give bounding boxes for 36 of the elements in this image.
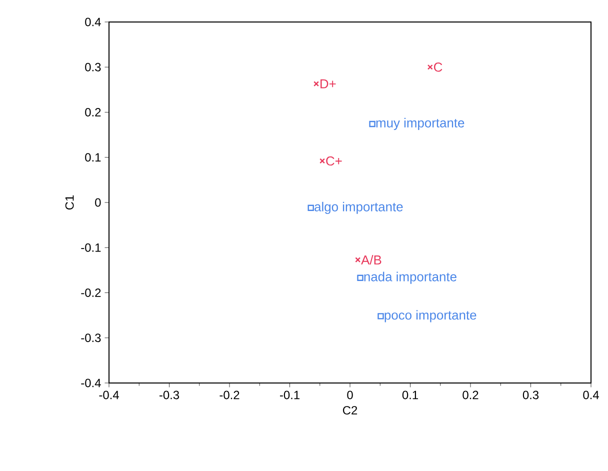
annotation: algo importante [314,202,403,214]
annotation: C [434,62,442,72]
y-tick-label: 0.1 [85,153,101,162]
x-tick-label: 0 [347,390,353,400]
annotation: C+ [326,156,342,166]
point [427,64,433,70]
x-tick-label: -0.3 [159,390,180,400]
y-axis-title: C1 [65,195,74,210]
x-tick-label: 0.4 [583,390,599,400]
x-tick-label: 0.3 [522,390,539,400]
annotation: muy importante [376,118,464,130]
point [320,158,326,164]
annotation: D+ [320,79,336,88]
x-tick-label: -0.2 [220,390,240,400]
x-tick-label: 0.2 [462,390,478,400]
y-tick-label: -0.1 [81,243,101,252]
x-tick-label: -0.4 [99,390,119,400]
point [308,204,314,211]
point [369,120,376,128]
y-tick-label: 0.3 [85,62,101,72]
point [378,313,384,320]
y-tick-label: -0.3 [81,334,101,342]
y-tick-label: -0.4 [81,378,101,388]
y-tick-label: 0 [95,198,101,207]
x-tick-label: -0.1 [280,390,300,400]
x-axis-title: C2 [342,406,358,415]
annotation: poco importante [384,310,476,322]
point [314,81,319,87]
y-tick-label: 0.4 [85,18,101,26]
y-tick-label: -0.2 [81,288,101,297]
annotation: nada importante [364,272,456,284]
point [357,274,364,281]
point [355,257,361,263]
y-tick-label: 0.2 [85,108,101,116]
x-tick-label: 0.1 [402,390,418,400]
annotation: A/B [361,255,382,265]
